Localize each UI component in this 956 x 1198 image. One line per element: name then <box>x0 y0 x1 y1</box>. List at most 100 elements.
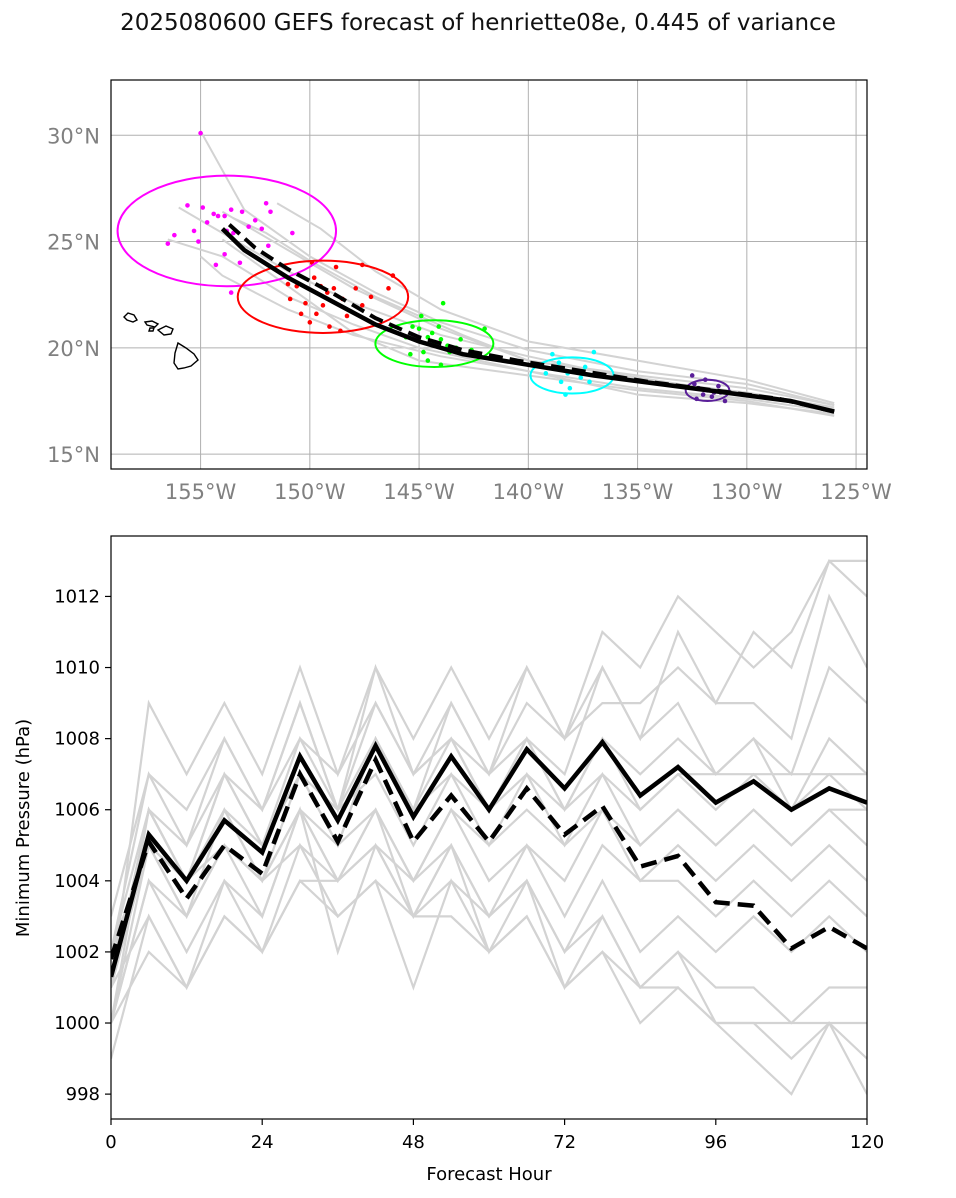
map-y-tick-labels: 15°N 20°N 25°N 30°N <box>47 124 100 467</box>
mean-pressure-polyline <box>111 738 867 978</box>
spread-point <box>722 398 728 404</box>
spread-point <box>222 252 227 257</box>
map-x-tick-label: 140°W <box>493 480 565 504</box>
spread-point <box>196 239 201 244</box>
spread-point <box>327 324 332 329</box>
spread-point <box>259 226 265 232</box>
spread-point <box>429 330 435 336</box>
spread-point <box>311 275 317 280</box>
mean-pressure-line <box>111 738 867 978</box>
map-y-tick-label: 25°N <box>47 231 100 255</box>
spread-point <box>550 351 555 357</box>
map-x-tick-label: 130°W <box>711 480 783 504</box>
member-pressure-lines <box>111 558 867 1096</box>
spread-point <box>386 286 391 291</box>
spread-point <box>716 383 721 389</box>
spread-point <box>418 313 424 319</box>
map-x-tick-label: 150°W <box>274 480 346 504</box>
island-molokai <box>148 327 155 332</box>
spread-point <box>204 220 210 225</box>
pressure-x-ticks: 0 24 48 72 96 120 <box>105 1119 884 1153</box>
pressure-panel: 0 24 48 72 96 120 998 1000 1002 1004 1006 1008 1010… <box>13 535 884 1185</box>
pressure-y-tick-label: 1010 <box>54 658 100 679</box>
pressure-y-tick-label: 1000 <box>54 1013 100 1034</box>
member-pressure-line <box>111 807 867 988</box>
map-x-tick-label: 155°W <box>165 480 237 504</box>
member-track-line <box>221 238 835 417</box>
spread-point <box>689 373 695 378</box>
map-x-tick-label: 145°W <box>383 480 455 504</box>
spread-point <box>320 303 326 308</box>
spread-point <box>314 311 319 317</box>
spread-point <box>198 130 203 136</box>
spread-point <box>582 364 588 370</box>
pressure-frame <box>110 535 868 1120</box>
member-track-line <box>276 202 835 405</box>
spread-point <box>266 243 271 249</box>
spread-point <box>290 230 295 236</box>
control-track <box>225 220 835 414</box>
spread-point <box>185 203 190 208</box>
spread-point <box>591 349 597 355</box>
map-x-tick-labels: 155°W 150°W 145°W 140°W 135°W 130°W 125°W <box>165 480 892 504</box>
map-y-tick-label: 20°N <box>47 337 100 361</box>
spread-point <box>458 337 463 342</box>
member-tracks <box>167 130 835 417</box>
spread-point <box>285 281 291 287</box>
pressure-x-tick-label: 48 <box>402 1132 425 1153</box>
control-pressure-polyline <box>111 754 867 960</box>
spread-point <box>440 300 446 306</box>
spread-point <box>222 213 227 219</box>
spread-point <box>228 207 234 212</box>
chart-title: 2025080600 GEFS forecast of henriette08e… <box>120 10 836 36</box>
spread-point <box>333 264 339 270</box>
spread-ellipse <box>116 174 338 288</box>
pressure-y-tick-label: 1002 <box>54 942 100 963</box>
map-x-tick-label: 125°W <box>820 480 892 504</box>
member-pressure-line <box>111 558 867 953</box>
spread-point <box>252 217 258 223</box>
spread-point <box>165 241 171 246</box>
pressure-y-tick-label: 1008 <box>54 729 100 750</box>
spread-point <box>268 209 273 215</box>
spread-point <box>567 385 573 391</box>
spread-point <box>287 296 293 302</box>
spread-point <box>344 313 350 319</box>
spread-point <box>438 337 444 342</box>
mean-track <box>220 227 835 414</box>
spread-point <box>303 300 308 306</box>
member-pressure-line <box>111 842 867 1025</box>
spread-point <box>263 200 269 206</box>
spread-point <box>410 324 415 329</box>
spread-point <box>353 286 359 291</box>
pressure-x-tick-label: 72 <box>553 1132 576 1153</box>
island-kauai <box>123 312 138 323</box>
island-oahu <box>143 320 160 328</box>
map-x-tick-label: 135°W <box>602 480 674 504</box>
member-pressure-line <box>111 559 867 988</box>
island-maui <box>156 325 174 336</box>
member-track-line <box>232 217 835 411</box>
pressure-y-tick-label: 998 <box>66 1084 100 1105</box>
control-track-line <box>225 220 835 414</box>
spread-point <box>191 228 197 234</box>
spread-point <box>556 360 562 366</box>
map-gridlines <box>111 80 867 469</box>
pressure-y-tick-label: 1004 <box>54 871 100 892</box>
spread-point <box>558 379 564 385</box>
spread-point <box>578 375 584 380</box>
spread-point <box>416 326 422 332</box>
spread-point <box>237 260 243 266</box>
island-hawaii <box>173 341 199 370</box>
spread-point <box>709 394 715 400</box>
map-frame <box>110 79 868 470</box>
x-axis-label: Forecast Hour <box>426 1164 552 1185</box>
pressure-y-tick-label: 1006 <box>54 800 100 821</box>
spread-point <box>700 392 706 397</box>
map-y-tick-label: 15°N <box>47 443 100 467</box>
pressure-y-ticks: 998 1000 1002 1004 1006 1008 1010 1012 <box>54 586 111 1105</box>
spread-point <box>213 262 219 268</box>
spread-point <box>215 213 221 219</box>
spread-point <box>331 286 337 291</box>
